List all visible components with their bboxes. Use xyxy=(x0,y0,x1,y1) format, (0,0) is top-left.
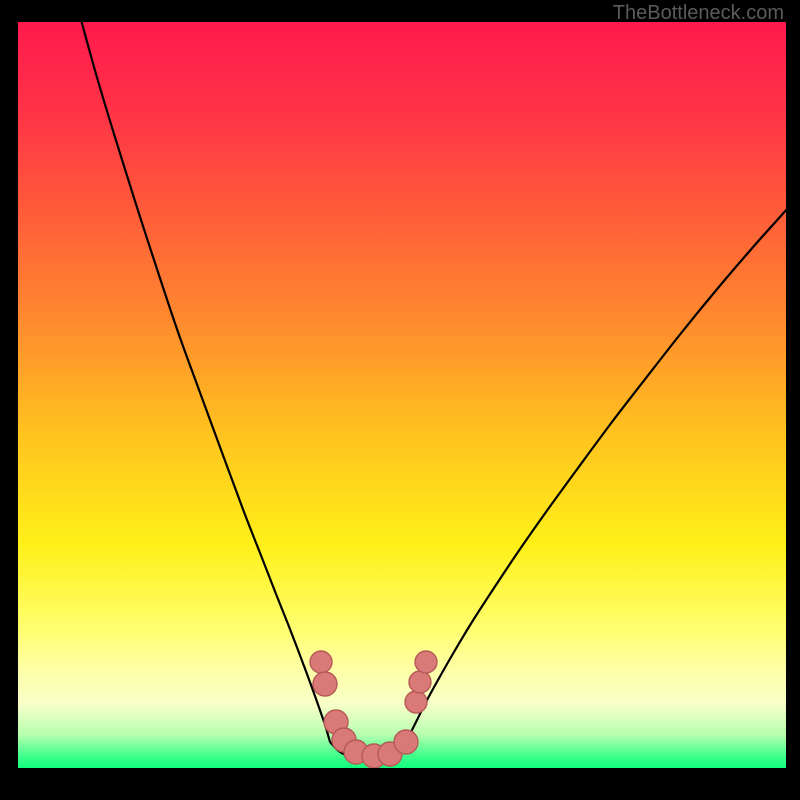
outer-frame: TheBottleneck.com xyxy=(0,0,800,800)
data-marker xyxy=(310,651,332,673)
data-marker xyxy=(394,730,418,754)
plot-area xyxy=(18,22,786,768)
data-marker xyxy=(409,671,431,693)
data-marker xyxy=(415,651,437,673)
data-marker xyxy=(405,691,427,713)
data-marker xyxy=(313,672,337,696)
data-markers xyxy=(18,22,786,768)
